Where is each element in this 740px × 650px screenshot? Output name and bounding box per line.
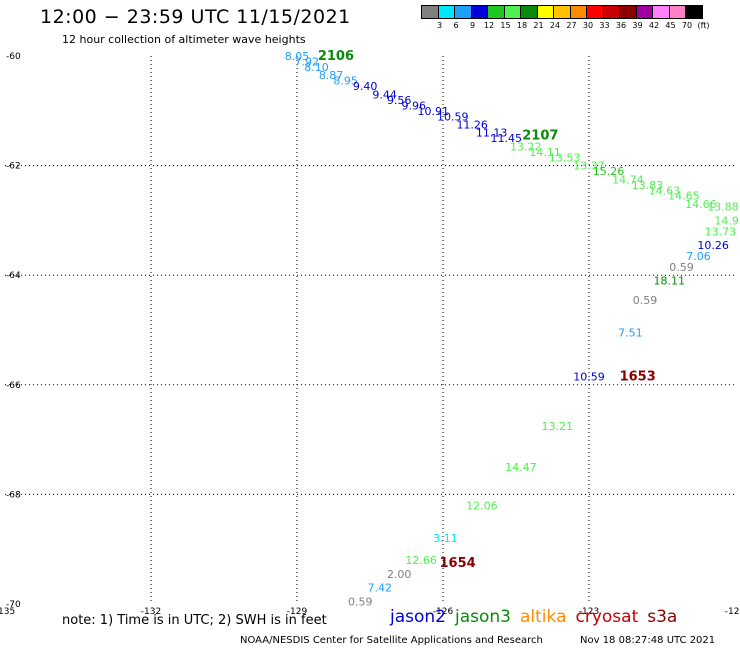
wave-height-label: 13.83	[632, 179, 664, 192]
footer-credit: NOAA/NESDIS Center for Satellite Applica…	[240, 635, 543, 646]
wave-height-label: 7.92	[294, 55, 319, 68]
wave-height-label: 12.06	[466, 499, 498, 512]
wave-height-label: 13.53	[549, 151, 581, 164]
wave-height-label: 14.11	[529, 146, 561, 159]
colorbar-label: 6	[453, 21, 459, 30]
colorbar-label: 3	[436, 21, 443, 30]
x-tick-label: -123	[579, 607, 599, 617]
wave-height-label: 14.65	[668, 190, 700, 203]
wave-height-label: 14.74	[612, 173, 644, 186]
data-points: 8.057.928.108.878.959.409.449.569.9610.9…	[285, 50, 740, 608]
wave-height-label: 10.59	[573, 371, 605, 384]
wave-height-label: 2.00	[387, 568, 412, 581]
pass-time-label: 1654	[440, 556, 476, 571]
wave-height-label: 8.87	[319, 69, 344, 82]
colorbar-label: 30	[582, 21, 594, 30]
footer-note: note: 1) Time is in UTC; 2) SWH is in fe…	[62, 613, 327, 628]
wave-height-label: 9.40	[353, 80, 378, 93]
y-tick-label: -66	[6, 381, 21, 391]
wave-height-label: 14.95	[714, 214, 740, 227]
y-tick-label: -60	[6, 52, 21, 62]
wave-height-label: 14.47	[505, 461, 537, 474]
x-tick-label: -129	[287, 607, 308, 617]
wave-height-label: 9.56	[387, 94, 412, 107]
wave-height-label: 15.26	[593, 165, 625, 178]
pass-time-label: 1653	[620, 370, 656, 385]
wave-height-label: 13.21	[542, 420, 574, 433]
colorbar-label: 39	[632, 21, 643, 30]
wave-height-label: 10.26	[697, 239, 729, 252]
wave-height-label: 14.66	[685, 198, 717, 211]
colorbar	[421, 5, 703, 19]
colorbar-label: 24	[549, 21, 561, 30]
wave-height-label: 7.42	[367, 582, 392, 595]
colorbar-label: 18	[516, 21, 528, 30]
wave-height-label: 11.26	[456, 119, 488, 132]
colorbar-label: 15	[500, 21, 511, 30]
wave-height-label: 13.88	[707, 201, 739, 214]
wave-height-label: 11.13	[476, 127, 508, 140]
wave-height-label: 3.11	[433, 532, 458, 545]
wave-height-label: 7.06	[686, 250, 711, 263]
colorbar-label: 45	[665, 21, 676, 30]
grid	[5, 56, 735, 604]
wave-height-label: 13.37	[573, 160, 605, 173]
y-tick-label: -64	[6, 271, 21, 281]
y-tick-label: -70	[6, 600, 21, 610]
x-tick-label: -132	[141, 607, 161, 617]
wave-height-label: 10.91	[418, 105, 450, 118]
colorbar-label: 21	[533, 21, 544, 30]
wave-height-label: 9.96	[402, 99, 427, 112]
y-tick-label: -62	[6, 162, 21, 172]
axis-ticks: -135 -132 -129 -126 -123 -120 -60 -62 -64 -66 -68 -…	[0, 52, 740, 617]
page-title: 12:00 − 23:59 UTC 11/15/2021	[40, 6, 351, 28]
wave-height-label: 0.59	[633, 294, 658, 307]
pass-annotations: 2106 2107 1653 1654	[318, 49, 656, 571]
colorbar-label: 12	[483, 21, 495, 30]
y-tick-label: -68	[6, 490, 21, 500]
colorbar-label: 9	[469, 21, 476, 30]
wave-height-label: 13.22	[510, 140, 542, 153]
wave-height-label: 0.59	[348, 595, 373, 608]
footer-timestamp: Nov 18 08:27:48 UTC 2021	[580, 635, 716, 646]
colorbar-label: 70	[681, 21, 693, 30]
legend-item: s3a	[647, 607, 678, 627]
wave-height-label: 10.59	[437, 110, 469, 123]
pass-time-label: 2106	[318, 49, 354, 64]
x-tick-label: -126	[433, 607, 454, 617]
wave-height-label: 7.51	[618, 327, 643, 340]
colorbar-label: 27	[566, 21, 577, 30]
legend-item: jason3	[455, 607, 511, 627]
x-tick-label: -120	[725, 607, 740, 617]
wave-height-label: 8.05	[285, 50, 310, 63]
legend-item: jason2	[390, 607, 446, 627]
wave-height-label: 11.45	[491, 132, 523, 145]
colorbar-label: 36	[615, 21, 627, 30]
page-subtitle: 12 hour collection of altimeter wave hei…	[62, 33, 306, 46]
wave-height-label: 13.73	[705, 225, 737, 238]
legend-item: altika	[520, 607, 567, 627]
wave-height-label: 8.10	[304, 61, 329, 74]
wave-height-label: 9.44	[372, 88, 397, 101]
colorbar-labels: 3 6 9 12 15 18 21 24 27 30 33 36 39 42 45 70 (ft)	[421, 21, 740, 33]
colorbar-swatch	[685, 5, 703, 19]
colorbar-label: 42	[648, 21, 660, 30]
colorbar-label: (ft)	[697, 21, 710, 30]
legend-item: cryosat	[575, 607, 639, 627]
wave-height-label: 8.95	[333, 75, 358, 88]
wave-height-label: 14.63	[649, 184, 681, 197]
wave-height-label: 0.59	[669, 261, 694, 274]
wave-height-label: 18.11	[654, 275, 686, 288]
pass-time-label: 2107	[522, 128, 558, 143]
colorbar-label: 33	[599, 21, 610, 30]
wave-height-label: 12.66	[405, 554, 437, 567]
legend: jason2 jason3 altika cryosat s3a	[390, 607, 686, 627]
x-tick-label: -135	[0, 607, 15, 617]
